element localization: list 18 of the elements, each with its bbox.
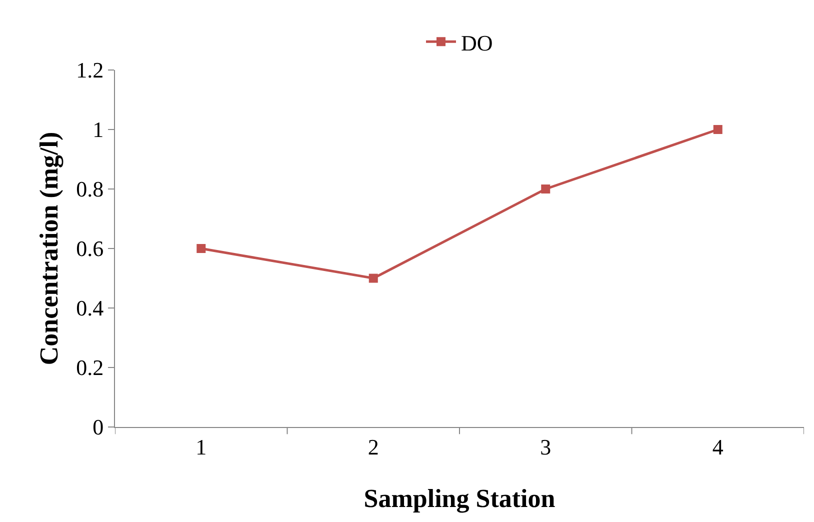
- point: [368, 274, 378, 283]
- x-tick-label: 4: [712, 434, 724, 460]
- y-tick-label: 0.2: [76, 355, 104, 380]
- point: [196, 244, 206, 253]
- x-tick-label: 3: [540, 434, 552, 460]
- x-tick-label: 2: [368, 434, 379, 460]
- point: [541, 184, 550, 194]
- y-tick-label: 1: [92, 117, 104, 142]
- x-tick-label: 1: [196, 434, 207, 460]
- legend-label: DO: [461, 30, 493, 56]
- y-axis-title: Concentration (mg/l): [34, 132, 64, 366]
- y-tick-label: 1.2: [76, 58, 104, 83]
- y-tick-label: 0.4: [76, 296, 104, 321]
- y-tick-label: 0.6: [76, 236, 104, 262]
- x-axis-title: Sampling Station: [364, 484, 556, 514]
- y-tick-label: 0: [92, 414, 104, 440]
- y-tick-label: 0.8: [76, 176, 104, 202]
- point: [713, 125, 722, 134]
